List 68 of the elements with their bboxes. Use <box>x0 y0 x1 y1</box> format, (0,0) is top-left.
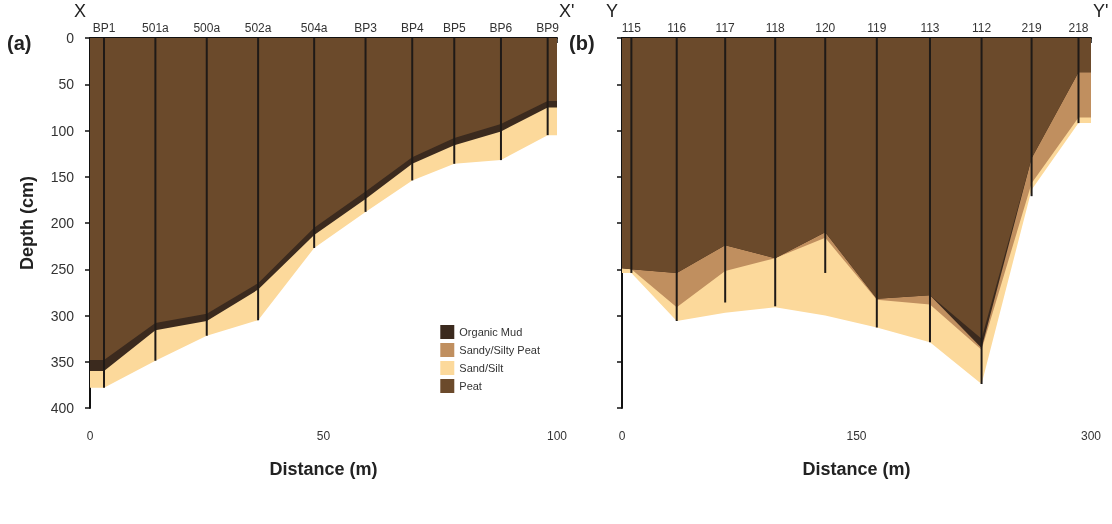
bar <box>1077 38 1080 124</box>
annotation: 219 <box>1021 21 1042 35</box>
annotation: 119 <box>867 21 887 35</box>
x-tick-label: 300 <box>1080 429 1102 443</box>
bar <box>630 38 633 273</box>
annotation: 501a <box>142 21 170 35</box>
y-tick-label: 50 <box>58 76 75 93</box>
annotation: 113 <box>920 21 940 35</box>
bar <box>774 38 777 307</box>
bar <box>980 38 983 384</box>
bar <box>675 38 678 322</box>
annotation: 120 <box>815 21 836 35</box>
bar <box>453 38 456 164</box>
y-tick-label: 300 <box>50 307 75 324</box>
text: X' <box>559 1 575 21</box>
annotation: BP6 <box>489 21 513 35</box>
x-tick-label: 150 <box>846 429 867 443</box>
annotation: 500a <box>193 21 221 35</box>
bar <box>724 38 727 303</box>
bar <box>546 38 549 136</box>
text: Y <box>606 1 619 21</box>
legend-label: Organic Mud <box>459 326 523 338</box>
chart-title: (b) <box>569 32 595 54</box>
y-axis-title: Depth (cm) <box>17 176 37 270</box>
bar <box>364 38 367 212</box>
annotation: BP5 <box>442 21 466 35</box>
annotation: 502a <box>244 21 272 35</box>
x-tick-label: 0 <box>618 429 626 443</box>
x-axis-title: Distance (m) <box>802 459 911 479</box>
bar <box>103 38 106 388</box>
y-tick-label: 250 <box>50 261 75 278</box>
text: X <box>74 1 87 21</box>
y-tick-label: 150 <box>50 168 75 185</box>
legend-label: Sandy/Silty Peat <box>459 344 541 356</box>
bar <box>154 38 157 361</box>
annotation: 504a <box>300 21 328 35</box>
bar <box>928 38 931 343</box>
x-tick-label: 100 <box>546 429 568 443</box>
bar <box>824 38 827 273</box>
y-tick-label: 0 <box>66 30 75 46</box>
bar <box>1030 38 1033 197</box>
y-tick-label: 350 <box>50 353 75 370</box>
bar <box>313 38 316 248</box>
y-tick-label: 200 <box>50 215 75 231</box>
bar <box>257 38 260 321</box>
x-axis-title: Distance (m) <box>269 459 378 479</box>
annotation: BP4 <box>400 21 424 35</box>
annotation: 117 <box>715 21 736 35</box>
chart-title: (a) <box>7 32 32 54</box>
annotation: BP1 <box>92 21 116 35</box>
y-tick-label: 100 <box>50 122 75 139</box>
legend-label: Peat <box>459 380 482 392</box>
y-tick-label: 400 <box>50 400 75 416</box>
bar <box>205 38 208 336</box>
annotation: BP3 <box>354 21 378 35</box>
bar <box>411 38 414 181</box>
annotation: 118 <box>765 21 786 35</box>
annotation: 112 <box>972 21 992 35</box>
x-tick-label: 50 <box>316 429 331 443</box>
annotation: 115 <box>621 21 642 35</box>
legend-label: Sand/Silt <box>459 362 504 374</box>
x-tick-label: 0 <box>86 429 94 443</box>
annotation: 116 <box>667 21 687 35</box>
annotation: BP9 <box>536 21 560 35</box>
bar <box>875 38 878 328</box>
annotation: 218 <box>1068 21 1089 35</box>
bar <box>499 38 502 161</box>
text: Y' <box>1093 1 1109 21</box>
